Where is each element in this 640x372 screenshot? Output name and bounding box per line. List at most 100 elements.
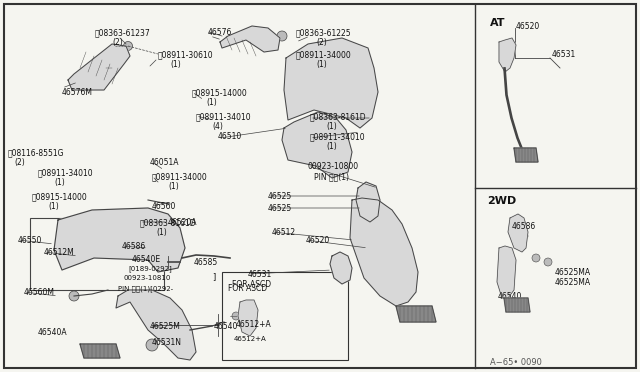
Text: 46540E: 46540E <box>132 255 161 264</box>
Circle shape <box>339 144 346 151</box>
Polygon shape <box>499 38 516 72</box>
Text: [0189-0292]: [0189-0292] <box>128 265 172 272</box>
Text: 46560M: 46560M <box>24 288 55 297</box>
Polygon shape <box>68 44 130 90</box>
Polygon shape <box>396 306 436 322</box>
Polygon shape <box>330 252 352 284</box>
Text: 46531N: 46531N <box>152 338 182 347</box>
Circle shape <box>69 291 79 301</box>
Text: Ⓛ08911-34000: Ⓛ08911-34000 <box>296 50 352 59</box>
Text: Ⓡ08915-14000: Ⓡ08915-14000 <box>192 88 248 97</box>
Text: 2WD: 2WD <box>487 196 516 206</box>
Text: (2): (2) <box>14 158 25 167</box>
Text: 46576: 46576 <box>208 28 232 37</box>
Circle shape <box>296 58 304 66</box>
Text: Ⓛ08911-34010: Ⓛ08911-34010 <box>38 168 93 177</box>
Circle shape <box>154 238 162 246</box>
Text: Ⓜ08363-8161D: Ⓜ08363-8161D <box>140 218 196 227</box>
Text: AT: AT <box>490 18 506 28</box>
Circle shape <box>336 106 344 114</box>
Text: FOR ASCD: FOR ASCD <box>228 284 267 293</box>
Polygon shape <box>284 38 378 128</box>
Text: PIN ピン(1)[0292-: PIN ピン(1)[0292- <box>118 285 173 292</box>
Circle shape <box>164 222 172 230</box>
Polygon shape <box>497 246 516 298</box>
Text: 46520: 46520 <box>306 236 330 245</box>
Text: ]: ] <box>212 272 215 281</box>
Polygon shape <box>504 298 530 312</box>
Text: (1): (1) <box>206 98 217 107</box>
Text: (1): (1) <box>156 228 167 237</box>
Text: (1): (1) <box>54 178 65 187</box>
Text: ⒲08116-8551G: ⒲08116-8551G <box>8 148 65 157</box>
Circle shape <box>277 31 287 41</box>
Text: 46512+A: 46512+A <box>236 320 272 329</box>
Circle shape <box>354 64 362 72</box>
Circle shape <box>328 163 335 170</box>
Text: 46531: 46531 <box>552 50 576 59</box>
Text: 46512M: 46512M <box>44 248 75 257</box>
Text: 46510: 46510 <box>218 132 243 141</box>
Circle shape <box>356 106 364 114</box>
Polygon shape <box>80 344 120 358</box>
Text: 46550: 46550 <box>18 236 42 245</box>
Text: Ⓛ08911-30610: Ⓛ08911-30610 <box>158 50 214 59</box>
Circle shape <box>146 339 158 351</box>
Text: 46531: 46531 <box>248 270 272 279</box>
Text: 46051A: 46051A <box>150 158 179 167</box>
Circle shape <box>124 42 132 51</box>
Text: 46520: 46520 <box>516 22 540 31</box>
Text: (1): (1) <box>326 142 337 151</box>
Text: (1): (1) <box>168 182 179 191</box>
Text: FOR ASCD: FOR ASCD <box>232 280 271 289</box>
Text: (1): (1) <box>316 60 327 69</box>
Polygon shape <box>282 112 352 178</box>
Text: 46525MA: 46525MA <box>555 268 591 277</box>
Text: PIN ピン(1): PIN ピン(1) <box>314 172 349 181</box>
Circle shape <box>298 126 305 134</box>
Polygon shape <box>356 182 380 222</box>
Text: 00923-10810: 00923-10810 <box>124 275 172 281</box>
Bar <box>222 272 348 360</box>
Text: Ⓛ08911-34010: Ⓛ08911-34010 <box>310 132 365 141</box>
Bar <box>30 218 164 290</box>
Circle shape <box>324 125 332 131</box>
Circle shape <box>98 240 106 248</box>
Polygon shape <box>350 198 418 306</box>
Text: (1): (1) <box>326 122 337 131</box>
Text: Ⓜ08363-61237: Ⓜ08363-61237 <box>95 28 151 37</box>
Circle shape <box>520 232 528 240</box>
Text: 46585: 46585 <box>194 258 218 267</box>
Text: Ⓜ08363-61225: Ⓜ08363-61225 <box>296 28 351 37</box>
Text: Ⓜ08363-8161D: Ⓜ08363-8161D <box>310 112 367 121</box>
Polygon shape <box>514 148 538 162</box>
Circle shape <box>368 86 376 94</box>
Text: 46586: 46586 <box>122 242 147 251</box>
Text: 46540: 46540 <box>498 292 522 301</box>
Polygon shape <box>238 300 258 336</box>
Circle shape <box>532 254 540 262</box>
Text: (1): (1) <box>170 60 180 69</box>
Text: Ⓛ08911-34010: Ⓛ08911-34010 <box>196 112 252 121</box>
Text: 46525MA: 46525MA <box>555 278 591 287</box>
Text: A−65• 0090: A−65• 0090 <box>490 358 542 367</box>
Polygon shape <box>508 214 528 252</box>
Text: 46586: 46586 <box>512 222 536 231</box>
Text: 46576M: 46576M <box>62 88 93 97</box>
Text: 46525M: 46525M <box>150 322 181 331</box>
Text: 46525: 46525 <box>268 204 292 213</box>
Text: Ⓡ08915-14000: Ⓡ08915-14000 <box>32 192 88 201</box>
Text: 46520A: 46520A <box>168 218 198 227</box>
Text: (4): (4) <box>212 122 223 131</box>
Text: 46512+A: 46512+A <box>234 336 267 342</box>
Text: (2): (2) <box>112 38 123 47</box>
Text: 46560: 46560 <box>152 202 177 211</box>
Circle shape <box>232 312 240 320</box>
Text: 00923-10800: 00923-10800 <box>308 162 359 171</box>
Text: 46540A: 46540A <box>38 328 68 337</box>
Text: 46512: 46512 <box>272 228 296 237</box>
Text: Ⓛ08911-34000: Ⓛ08911-34000 <box>152 172 208 181</box>
Text: 46540: 46540 <box>214 322 238 331</box>
Circle shape <box>103 63 113 73</box>
Text: (1): (1) <box>48 202 59 211</box>
